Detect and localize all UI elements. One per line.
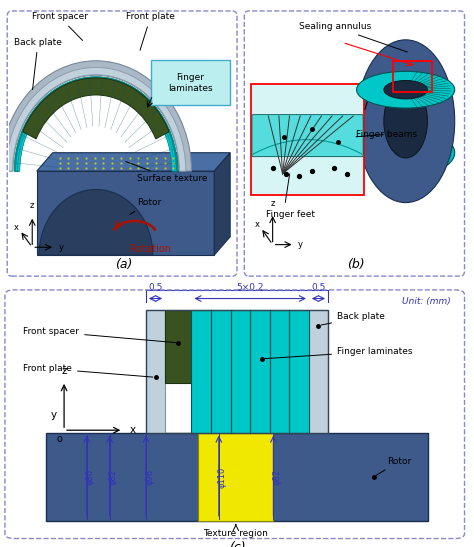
Text: Sealing annulus: Sealing annulus	[299, 22, 407, 52]
Text: Rotor: Rotor	[130, 198, 161, 214]
Text: Rotation: Rotation	[130, 245, 171, 254]
Text: z: z	[61, 366, 67, 376]
Ellipse shape	[356, 71, 455, 108]
Text: φ82: φ82	[109, 469, 118, 485]
Ellipse shape	[384, 84, 428, 158]
Text: Finger laminates: Finger laminates	[264, 347, 412, 359]
Text: y: y	[51, 410, 57, 421]
Text: φ82: φ82	[273, 469, 282, 485]
Text: Front spacer: Front spacer	[23, 327, 175, 342]
Text: o: o	[56, 434, 63, 444]
Wedge shape	[17, 80, 175, 171]
Text: Unit: (mm): Unit: (mm)	[402, 297, 451, 306]
FancyBboxPatch shape	[252, 115, 363, 156]
Wedge shape	[16, 78, 176, 171]
Text: x: x	[14, 223, 19, 232]
Bar	[191, 310, 309, 433]
Text: 0.5: 0.5	[311, 283, 326, 292]
Text: z: z	[271, 199, 275, 208]
Text: z: z	[30, 201, 35, 211]
Text: Surface texture: Surface texture	[126, 161, 208, 183]
Text: Finger
laminates: Finger laminates	[168, 73, 213, 92]
Text: Front plate: Front plate	[126, 13, 175, 50]
Wedge shape	[39, 189, 153, 255]
Text: Finger feet: Finger feet	[266, 211, 315, 219]
Text: Front plate: Front plate	[23, 364, 153, 377]
Text: 0.5: 0.5	[148, 283, 163, 292]
Text: 5×0.2: 5×0.2	[237, 283, 264, 292]
Wedge shape	[15, 78, 177, 171]
Wedge shape	[14, 77, 178, 171]
Bar	[146, 310, 328, 433]
Text: φ110: φ110	[218, 467, 227, 487]
Bar	[46, 433, 428, 521]
Text: (c): (c)	[228, 541, 246, 547]
Text: Rotor: Rotor	[376, 457, 411, 475]
Wedge shape	[15, 78, 177, 171]
Wedge shape	[15, 78, 176, 171]
Wedge shape	[0, 61, 191, 171]
Text: Texture region: Texture region	[203, 528, 268, 538]
Wedge shape	[15, 77, 177, 171]
Wedge shape	[23, 78, 169, 139]
Polygon shape	[214, 153, 230, 255]
Wedge shape	[6, 67, 186, 171]
Text: Back plate: Back plate	[321, 312, 385, 325]
Wedge shape	[14, 77, 178, 171]
Bar	[198, 433, 273, 521]
Ellipse shape	[384, 80, 428, 99]
Text: (a): (a)	[115, 258, 132, 271]
Bar	[146, 310, 165, 433]
Bar	[392, 61, 432, 92]
Ellipse shape	[356, 40, 455, 202]
Bar	[165, 310, 191, 383]
Polygon shape	[37, 153, 230, 171]
Text: (b): (b)	[346, 258, 365, 271]
Bar	[309, 310, 328, 433]
Bar	[37, 171, 214, 255]
Text: φ80: φ80	[86, 469, 95, 485]
Wedge shape	[15, 77, 177, 171]
Text: y: y	[298, 240, 303, 249]
Wedge shape	[15, 78, 177, 171]
Wedge shape	[16, 79, 176, 171]
Text: x: x	[255, 220, 260, 229]
Text: Front spacer: Front spacer	[32, 13, 88, 40]
FancyBboxPatch shape	[151, 60, 230, 106]
Text: y: y	[58, 243, 64, 252]
Wedge shape	[16, 79, 176, 171]
Wedge shape	[17, 79, 175, 171]
Ellipse shape	[356, 129, 455, 176]
Wedge shape	[16, 78, 176, 171]
Bar	[251, 84, 364, 195]
Text: Finger beams: Finger beams	[356, 130, 417, 139]
Text: φ96: φ96	[145, 469, 154, 485]
Text: Back plate: Back plate	[14, 38, 62, 90]
Text: x: x	[130, 425, 136, 435]
